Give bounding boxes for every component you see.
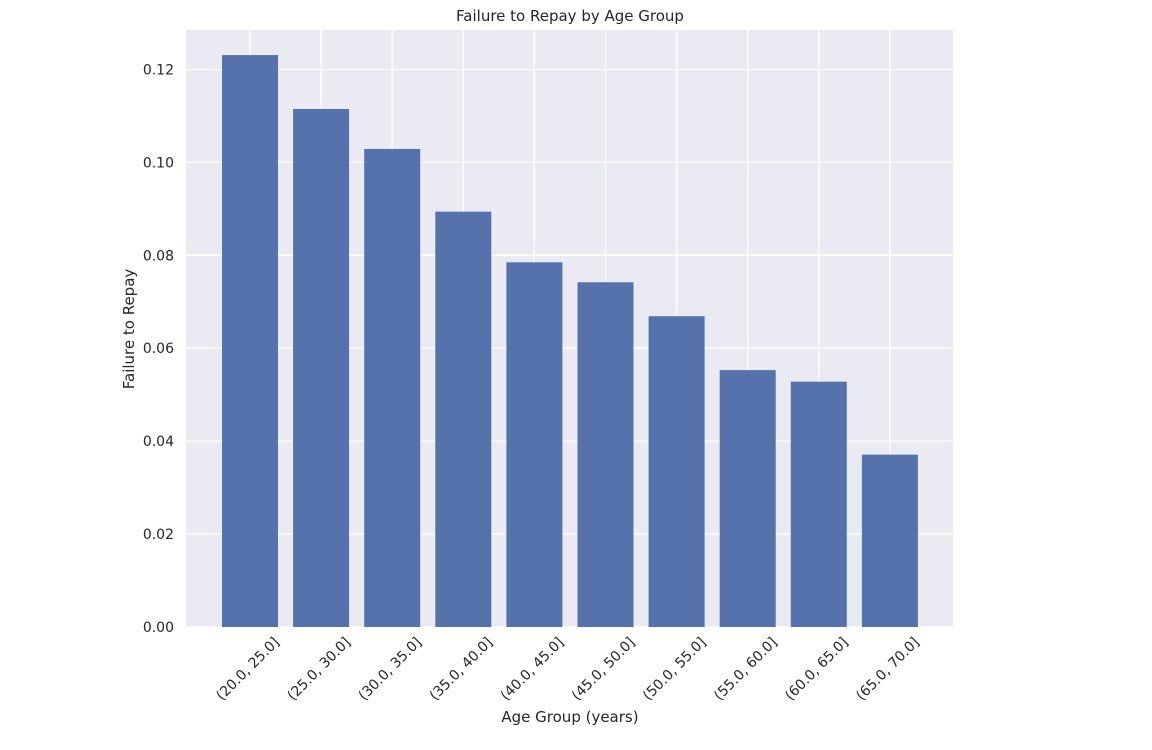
x-tick-label: (55.0, 60.0]: [711, 635, 780, 704]
x-axis-ticks: (20.0, 25.0] (25.0, 30.0] (30.0, 35.0] (35.…: [213, 635, 922, 704]
y-axis-ticks: 0.00 0.02 0.04 0.06 0.08 0.10 0.12: [143, 62, 174, 636]
bar: [506, 262, 563, 627]
y-tick-label: 0.00: [143, 620, 174, 636]
x-tick-label: (50.0, 55.0]: [640, 635, 709, 704]
bar: [648, 316, 705, 627]
bar: [790, 381, 847, 627]
y-axis-title: Failure to Repay: [120, 269, 138, 390]
x-tick-label: (20.0, 25.0]: [213, 635, 282, 704]
y-tick-label: 0.10: [143, 155, 174, 171]
bar: [364, 148, 421, 627]
x-tick-label: (25.0, 30.0]: [285, 635, 354, 704]
y-tick-label: 0.08: [143, 248, 174, 264]
x-tick-label: (60.0, 65.0]: [782, 635, 851, 704]
chart-title: Failure to Repay by Age Group: [456, 7, 684, 25]
bars: [222, 55, 918, 628]
bar: [435, 211, 492, 627]
x-tick-label: (65.0, 70.0]: [853, 635, 922, 704]
bar: [719, 370, 776, 627]
bar: [222, 55, 278, 627]
x-tick-label: (30.0, 35.0]: [356, 635, 425, 704]
y-tick-label: 0.04: [143, 434, 174, 450]
y-tick-label: 0.06: [143, 341, 174, 357]
bar: [293, 108, 350, 628]
y-tick-label: 0.02: [143, 527, 174, 543]
x-tick-label: (35.0, 40.0]: [427, 635, 496, 704]
y-tick-label: 0.12: [143, 62, 174, 78]
x-tick-label: (40.0, 45.0]: [498, 635, 567, 704]
bar: [577, 282, 634, 627]
bar: [861, 454, 918, 627]
x-axis-title: Age Group (years): [501, 708, 638, 726]
x-tick-label: (45.0, 50.0]: [569, 635, 638, 704]
